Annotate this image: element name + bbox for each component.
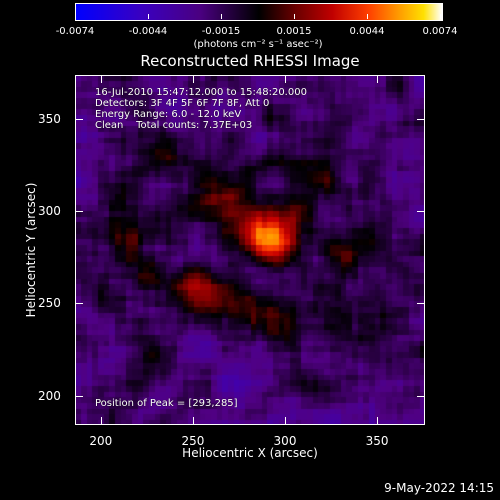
y-tick-mark (417, 211, 425, 213)
chart-title: Reconstructed RHESSI Image (140, 52, 360, 70)
y-tick-mark (75, 119, 83, 121)
colorbar-tick-label: -0.0044 (128, 26, 168, 37)
y-tick-mark (75, 211, 83, 213)
x-tick-label: 200 (89, 434, 113, 448)
x-tick-mark (192, 417, 194, 425)
colorbar-tick-mark (294, 14, 295, 19)
y-tick-label: 200 (38, 388, 61, 403)
x-axis-label: Heliocentric X (arcsec) (182, 446, 318, 460)
y-tick-label: 250 (38, 296, 61, 311)
heatmap-image (76, 76, 424, 424)
y-tick-mark (417, 303, 425, 305)
colorbar-tick-label: 0.0074 (422, 26, 458, 37)
colorbar-tick-label: -0.0015 (201, 26, 241, 37)
x-tick-mark (192, 75, 194, 83)
info-detectors: Detectors: 3F 4F 5F 6F 7F 8F, Att 0 (95, 98, 270, 109)
y-tick-mark (75, 395, 83, 397)
colorbar-units: (photons cm⁻² s⁻¹ asec⁻²) (193, 39, 323, 50)
y-tick-mark (75, 303, 83, 305)
colorbar-tick-mark (148, 14, 149, 19)
colorbar-tick-mark (75, 14, 76, 19)
info-clean-counts: Clean Total counts: 7.37E+03 (95, 120, 253, 131)
x-tick-mark (285, 417, 286, 425)
x-tick-label: 350 (365, 434, 389, 448)
x-tick-mark (285, 75, 286, 83)
y-tick-mark (417, 395, 425, 397)
info-time-range: 16-Jul-2010 15:47:12.000 to 15:48:20.000 (95, 87, 307, 98)
y-axis-label: Heliocentric Y (arcsec) (24, 182, 38, 318)
colorbar-tick-label: -0.0074 (55, 26, 95, 37)
x-tick-label: 300 (273, 434, 297, 448)
x-tick-mark (377, 75, 379, 83)
colorbar-tick-mark (440, 14, 441, 19)
colorbar (75, 3, 443, 21)
y-tick-label: 300 (38, 204, 61, 219)
render-timestamp: 9-May-2022 14:15 (384, 481, 494, 495)
x-tick-label: 250 (181, 434, 205, 448)
x-tick-mark (100, 417, 102, 425)
x-tick-mark (377, 417, 379, 425)
colorbar-tick-label: 0.0015 (276, 26, 312, 37)
info-energy-range: Energy Range: 6.0 - 12.0 keV (95, 109, 242, 120)
colorbar-tick-label: 0.0044 (349, 26, 385, 37)
y-tick-mark (417, 119, 425, 121)
plot-area (75, 75, 425, 425)
colorbar-tick-mark (367, 14, 368, 19)
peak-position-label: Position of Peak = [293,285] (95, 398, 238, 409)
x-tick-mark (100, 75, 102, 83)
y-tick-label: 350 (38, 112, 61, 127)
colorbar-tick-mark (221, 14, 222, 19)
